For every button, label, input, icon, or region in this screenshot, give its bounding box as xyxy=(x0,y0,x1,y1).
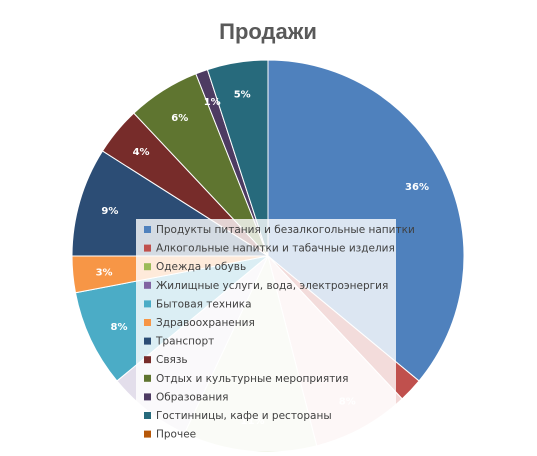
legend-swatch xyxy=(144,319,151,326)
legend-label: Гостинницы, кафе и рестораны xyxy=(156,410,332,422)
legend-swatch xyxy=(144,374,151,382)
legend-label: Образования xyxy=(156,391,228,403)
legend-swatch xyxy=(144,337,151,345)
legend-label: Продукты питания и безалкогольные напитк… xyxy=(156,224,415,236)
legend-label: Отдых и культурные мероприятия xyxy=(156,373,348,385)
slice-data-label: 3% xyxy=(96,268,113,279)
legend-swatch xyxy=(144,281,151,289)
legend-label: Одежда и обувь xyxy=(156,261,246,273)
chart-title: Продажи xyxy=(219,19,317,44)
slice-data-label: 6% xyxy=(171,113,188,124)
legend-label: Здравоохранения xyxy=(156,317,255,329)
legend-swatch xyxy=(144,393,151,401)
legend-swatch xyxy=(144,300,151,308)
legend-label: Транспорт xyxy=(155,336,214,348)
legend-label: Бытовая техника xyxy=(156,298,252,310)
legend-label: Жилищные услуги, вода, электроэнергия xyxy=(156,280,388,292)
slice-data-label: 1% xyxy=(204,97,221,108)
legend-label: Алкогольные напитки и табачные изделия xyxy=(156,243,395,255)
legend-swatch xyxy=(144,430,151,438)
slice-data-label: 5% xyxy=(234,89,251,100)
legend-swatch xyxy=(144,244,151,252)
legend-swatch xyxy=(144,412,151,419)
legend-background xyxy=(136,219,396,451)
legend-label: Связь xyxy=(156,354,188,366)
legend-swatch xyxy=(144,263,151,271)
slice-data-label: 9% xyxy=(101,206,118,217)
slice-data-label: 36% xyxy=(405,182,429,193)
slice-data-label: 8% xyxy=(111,322,128,333)
legend-swatch xyxy=(144,226,151,233)
slice-data-label: 4% xyxy=(133,147,150,158)
legend: Продукты питания и безалкогольные напитк… xyxy=(136,219,415,451)
legend-swatch xyxy=(144,356,151,364)
pie-slice xyxy=(206,59,269,257)
legend-label: Прочее xyxy=(156,429,196,441)
